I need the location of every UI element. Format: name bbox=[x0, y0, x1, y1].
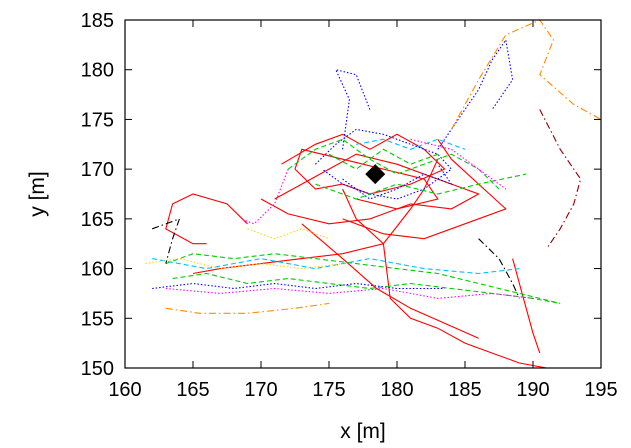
x-tick-label-3: 175 bbox=[312, 379, 345, 401]
center-diamond-marker bbox=[365, 164, 386, 185]
trajectory-line-20 bbox=[240, 168, 289, 225]
trajectory-line-13 bbox=[315, 128, 453, 200]
trajectory-line-23 bbox=[145, 258, 343, 270]
x-tick-label-2: 170 bbox=[244, 379, 277, 401]
trajectory-line-5 bbox=[342, 188, 547, 368]
trajectory-line-10 bbox=[172, 272, 561, 304]
y-tick-label-7: 185 bbox=[81, 10, 114, 32]
axis-ticks: 160 165 170 175 180 185 190 195 150 155 160 165 170 1… bbox=[81, 10, 618, 401]
y-tick-label-3: 165 bbox=[81, 209, 114, 231]
trajectory-line-3 bbox=[192, 158, 439, 275]
trajectory-line-18 bbox=[165, 287, 534, 299]
x-tick-label-0: 160 bbox=[108, 379, 141, 401]
trajectory-line-29 bbox=[539, 109, 582, 250]
trajectory-line-8 bbox=[165, 253, 561, 304]
trajectory-line-26 bbox=[478, 238, 520, 299]
y-tick-label-4: 170 bbox=[81, 159, 114, 181]
trajectory-line-24 bbox=[247, 228, 330, 240]
marker-layer bbox=[365, 164, 386, 185]
trajectory-line-27 bbox=[450, 20, 601, 130]
trajectory-line-0 bbox=[281, 133, 446, 210]
x-tick-label-6: 190 bbox=[516, 379, 549, 401]
y-tick-label-2: 160 bbox=[81, 259, 114, 281]
x-tick-label-1: 165 bbox=[176, 379, 209, 401]
x-axis-label: x [m] bbox=[340, 420, 386, 443]
trajectory-line-4 bbox=[301, 223, 479, 339]
trajectory-line-1 bbox=[260, 153, 480, 225]
trajectory-line-16 bbox=[152, 282, 445, 290]
trajectory-line-19 bbox=[410, 138, 507, 190]
trajectory-line-22 bbox=[356, 138, 466, 150]
trajectory-line-15 bbox=[437, 38, 514, 150]
trajectory-traces bbox=[145, 20, 601, 368]
plot-frame bbox=[124, 19, 602, 369]
trajectory-line-6 bbox=[165, 193, 248, 245]
y-tick-label-5: 175 bbox=[81, 109, 114, 131]
x-tick-label-7: 195 bbox=[584, 379, 617, 401]
x-tick-label-5: 185 bbox=[448, 379, 481, 401]
trajectory-line-28 bbox=[165, 302, 330, 314]
trajectory-line-11 bbox=[315, 173, 527, 200]
trajectory-line-12 bbox=[328, 148, 438, 170]
trajectory-line-17 bbox=[342, 163, 453, 200]
x-tick-label-4: 180 bbox=[380, 379, 413, 401]
trajectory-line-9 bbox=[287, 138, 500, 190]
y-tick-label-0: 150 bbox=[81, 358, 114, 380]
y-tick-label-1: 155 bbox=[81, 308, 114, 330]
y-tick-label-6: 180 bbox=[81, 60, 114, 82]
trajectory-line-7 bbox=[512, 258, 541, 354]
y-axis-label: y [m] bbox=[26, 171, 49, 217]
trajectory-line-14 bbox=[334, 68, 371, 150]
trajectory-line-25 bbox=[152, 217, 181, 264]
